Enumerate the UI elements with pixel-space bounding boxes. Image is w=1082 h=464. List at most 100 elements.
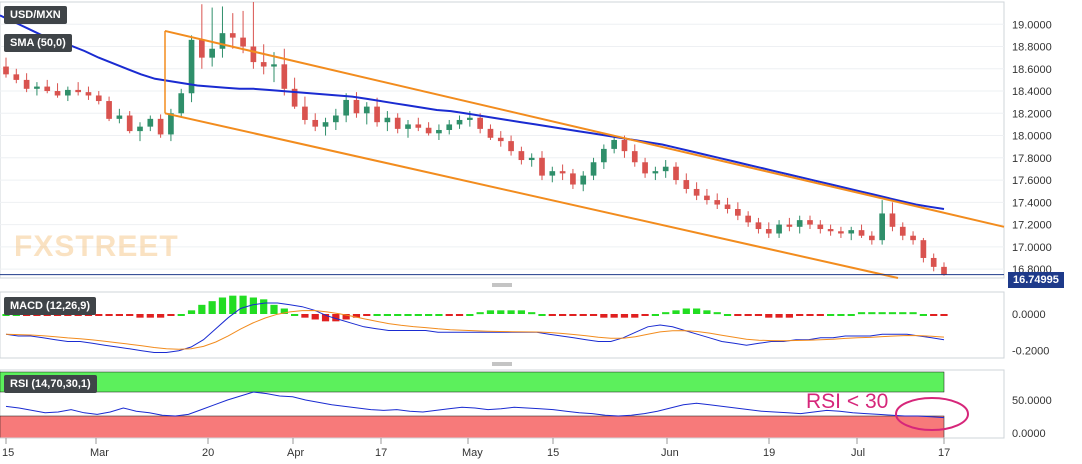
macd-tick-label: 0.0000 (1012, 309, 1046, 321)
macd-histogram-bar (425, 314, 433, 316)
candle-body (106, 101, 112, 119)
macd-histogram-bar (208, 301, 216, 314)
candle-body (735, 209, 741, 216)
candle-body (508, 141, 514, 152)
candle-body (137, 126, 143, 132)
candle-body (559, 171, 566, 174)
candle-body (436, 129, 442, 134)
price-tick-label: 17.2000 (1012, 220, 1052, 232)
macd-histogram-bar (394, 314, 402, 316)
candle-body (34, 86, 40, 89)
candle-body (807, 220, 813, 225)
last-price-value: 16.74995 (1013, 274, 1059, 286)
macd-histogram-bar (754, 314, 763, 316)
macd-histogram-bar (198, 304, 206, 314)
candle-body (693, 188, 700, 196)
candle-body (549, 171, 556, 176)
candle-body (250, 46, 257, 63)
candle-body (518, 151, 525, 161)
macd-histogram-bar (270, 304, 278, 314)
date-tick-label: Jul (851, 447, 865, 459)
macd-histogram-bar (291, 314, 299, 316)
macd-histogram-bar (868, 312, 876, 315)
macd-histogram-bar (837, 314, 845, 316)
date-tick-label: 20 (202, 447, 214, 459)
price-tick-label: 18.8000 (1012, 42, 1052, 54)
price-tick-label: 18.2000 (1012, 108, 1052, 120)
candle-body (528, 157, 535, 161)
macd-histogram-bar (641, 314, 649, 316)
macd-histogram-bar (497, 310, 505, 314)
macd-histogram-bar (703, 310, 711, 314)
macd-histogram-bar (249, 297, 257, 314)
macd-histogram-bar (693, 308, 701, 314)
candle-body (240, 37, 246, 47)
macd-histogram-bar (146, 314, 154, 318)
price-tick-label: 17.6000 (1012, 175, 1052, 187)
macd-histogram-bar (888, 312, 897, 315)
candle-body (188, 39, 195, 94)
candle-body (827, 229, 834, 232)
candle-body (456, 119, 463, 125)
macd-histogram-bar (126, 314, 134, 316)
price-tick-label: 18.6000 (1012, 64, 1052, 76)
candle-body (229, 33, 236, 38)
macd-histogram-bar (445, 314, 453, 316)
candle-body (477, 117, 483, 129)
candle-body (745, 215, 751, 223)
rsi-annotation-circle (895, 397, 969, 431)
macd-histogram-bar (414, 314, 422, 316)
macd-histogram-bar (311, 314, 319, 320)
rsi-tick-label: 0.0000 (1012, 428, 1046, 440)
macd-histogram-bar (167, 314, 175, 316)
candle-body (65, 89, 71, 96)
macd-histogram-bar (919, 314, 927, 316)
date-tick-label: 19 (763, 447, 775, 459)
macd-histogram-bar (64, 314, 72, 316)
candle-body (920, 240, 927, 258)
macd-histogram-bar (301, 314, 309, 318)
macd-label: MACD (12,26,9) (4, 297, 97, 315)
candle-body (260, 62, 267, 67)
candle-body (271, 64, 277, 67)
candle-body (54, 91, 61, 96)
candle-body (683, 180, 690, 189)
macd-histogram-bar (486, 310, 495, 314)
macd-histogram-bar (620, 314, 629, 318)
macd-histogram-bar (589, 314, 598, 316)
macd-histogram-bar (280, 308, 288, 314)
macd-histogram-bar (136, 314, 144, 318)
macd-histogram-bar (404, 314, 412, 316)
date-tick-label: 17 (375, 447, 387, 459)
macd-histogram-bar (187, 310, 196, 314)
macd-histogram-bar (651, 314, 659, 316)
candle-body (539, 157, 545, 176)
candle-body (910, 235, 916, 241)
candle-body (786, 224, 793, 227)
candle-body (394, 117, 401, 129)
macd-histogram-bar (466, 314, 474, 316)
macd-panel (0, 291, 1005, 359)
macd-histogram-bar (631, 314, 639, 318)
date-tick-label: 15 (547, 447, 559, 459)
symbol-label: USD/MXN (4, 6, 67, 24)
macd-tick-label: -0.2000 (1012, 346, 1049, 358)
macd-histogram-bar (507, 310, 515, 314)
candle-body (765, 229, 772, 234)
candle-body (302, 106, 308, 120)
candle-body (374, 106, 380, 123)
macd-histogram-bar (383, 314, 391, 316)
macd-histogram-bar (713, 312, 721, 315)
price-tick-label: 18.4000 (1012, 86, 1052, 98)
candle-body (415, 124, 422, 128)
candle-body (147, 118, 154, 127)
candle-body (889, 213, 896, 227)
candle-body (281, 64, 288, 89)
macd-histogram-bar (342, 314, 350, 320)
candle-body (126, 115, 133, 132)
watermark-text: FXSTREET (14, 230, 179, 263)
candle-body (848, 230, 855, 234)
last-price-tag: 16.74995 (1008, 272, 1064, 288)
date-tick-label: 17 (938, 447, 950, 459)
